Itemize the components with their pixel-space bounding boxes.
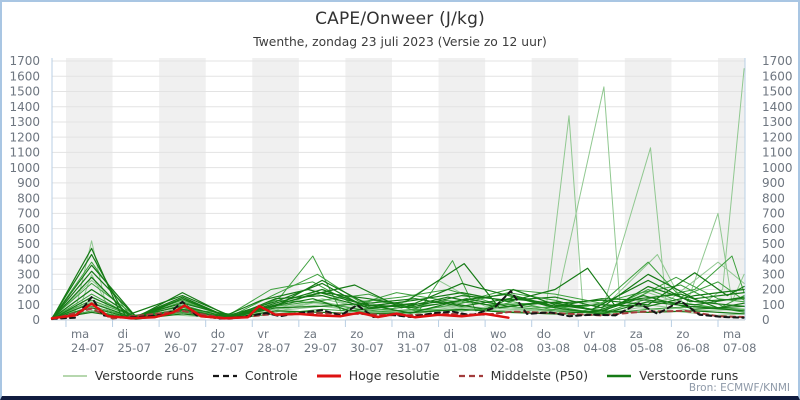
x-axis-weekday-label: wo <box>490 327 506 341</box>
legend-label: Middelste (P50) <box>490 368 589 383</box>
x-axis-weekday-label: ma <box>397 327 415 341</box>
y-axis-tick-label-left: 400 <box>17 252 40 266</box>
legend-item-controle-1: Controle <box>212 368 298 383</box>
chart-title: CAPE/Onweer (J/kg) <box>315 9 485 29</box>
x-axis-date-label: 02-08 <box>490 341 523 355</box>
x-axis-date-label: 31-07 <box>397 341 430 355</box>
y-axis-tick-label-left: 1600 <box>9 69 40 83</box>
y-axis-tick-label-left: 1000 <box>9 161 40 175</box>
x-axis-date-label: 04-08 <box>583 341 616 355</box>
y-axis-tick-label-left: 300 <box>17 267 40 281</box>
day-band <box>531 58 579 320</box>
legend-line-swatch <box>316 374 341 377</box>
day-band <box>345 58 392 320</box>
x-axis-weekday-label: di <box>444 327 455 341</box>
y-axis-tick-label-left: 200 <box>17 283 40 297</box>
legend-label: Verstoorde runs <box>94 368 194 383</box>
x-axis-date-label: 01-08 <box>444 341 477 355</box>
y-axis-tick-label-left: 1300 <box>9 115 40 129</box>
x-axis-date-label: 28-07 <box>257 341 290 355</box>
y-axis-tick-label-right: 200 <box>762 283 785 297</box>
x-axis-weekday-label: zo <box>350 327 363 341</box>
x-axis-date-label: 06-08 <box>676 341 709 355</box>
x-axis-weekday-label: di <box>118 327 129 341</box>
y-axis-tick-label-left: 500 <box>17 237 40 251</box>
y-axis-tick-label-right: 600 <box>762 222 785 236</box>
y-axis-tick-label-right: 1000 <box>762 161 793 175</box>
x-axis-weekday-label: wo <box>164 327 180 341</box>
legend-line-swatch <box>458 374 483 377</box>
x-axis-date-label: 03-08 <box>537 341 570 355</box>
day-band <box>252 58 299 320</box>
legend-item-verstoorde-runs-0: Verstoorde runs <box>62 368 194 383</box>
x-axis-weekday-label: ma <box>723 327 741 341</box>
x-axis-weekday-label: do <box>537 327 551 341</box>
y-axis-tick-label-left: 700 <box>17 207 40 221</box>
x-axis-date-label: 07-08 <box>723 341 756 355</box>
y-axis-tick-label-left: 600 <box>17 222 40 236</box>
legend-line-swatch <box>62 374 87 377</box>
ensemble-member-line <box>51 273 745 320</box>
legend-label: Controle <box>244 368 298 383</box>
x-axis-weekday-label: za <box>630 327 643 341</box>
y-axis-tick-label-left: 1700 <box>9 54 40 68</box>
y-axis-tick-label-right: 400 <box>762 252 785 266</box>
ensemble-member-line <box>51 261 745 320</box>
x-axis-weekday-label: zo <box>676 327 689 341</box>
legend-line-swatch <box>212 374 237 377</box>
y-axis-tick-label-right: 100 <box>762 298 785 312</box>
y-axis-tick-label-right: 1100 <box>762 146 793 160</box>
y-axis-tick-label-left: 0 <box>32 313 40 327</box>
y-axis-tick-label-right: 1300 <box>762 115 793 129</box>
y-axis-tick-label-left: 1400 <box>9 100 40 114</box>
x-axis-weekday-label: za <box>304 327 317 341</box>
x-axis-weekday-label: vr <box>257 327 269 341</box>
y-axis-tick-label-right: 1700 <box>762 54 793 68</box>
x-axis-weekday-label: do <box>211 327 225 341</box>
y-axis-tick-label-right: 1400 <box>762 100 793 114</box>
x-axis-weekday-label: vr <box>583 327 595 341</box>
y-axis-tick-label-right: 900 <box>762 176 785 190</box>
day-band <box>438 58 486 320</box>
ensemble-member-line <box>51 264 745 320</box>
legend-item-hoge-resolutie-2: Hoge resolutie <box>316 368 440 383</box>
x-axis-date-label: 25-07 <box>118 341 151 355</box>
legend-label: Verstoorde runs <box>639 368 739 383</box>
ensemble-member-line <box>51 272 745 320</box>
high-resolution-line <box>50 302 510 320</box>
y-axis-tick-label-left: 1100 <box>9 146 40 160</box>
source-credit: Bron: ECMWF/KNMI <box>688 382 790 394</box>
y-axis-tick-label-left: 800 <box>17 191 40 205</box>
y-axis-tick-label-left: 1200 <box>9 130 40 144</box>
y-axis-tick-label-right: 700 <box>762 207 785 221</box>
day-band <box>65 58 113 320</box>
legend-item-middelste-p50--3: Middelste (P50) <box>458 368 589 383</box>
y-axis-tick-label-right: 500 <box>762 237 785 251</box>
x-axis-date-label: 24-07 <box>71 341 104 355</box>
chart-subtitle: Twenthe, zondag 23 juli 2023 (Versie zo … <box>253 35 547 49</box>
x-axis-weekday-label: ma <box>71 327 89 341</box>
legend-item-verstoorde-runs-4: Verstoorde runs <box>606 368 738 383</box>
legend-label: Hoge resolutie <box>348 368 440 383</box>
y-axis-tick-label-right: 300 <box>762 267 785 281</box>
x-axis-date-label: 27-07 <box>211 341 244 355</box>
y-axis-tick-label-right: 1500 <box>762 85 793 99</box>
x-axis-date-label: 05-08 <box>630 341 663 355</box>
x-axis-date-label: 26-07 <box>164 341 197 355</box>
y-axis-tick-label-left: 100 <box>17 298 40 312</box>
x-axis-date-label: 30-07 <box>350 341 383 355</box>
y-axis-tick-label-left: 900 <box>17 176 40 190</box>
day-band <box>159 58 206 320</box>
x-axis-date-label: 29-07 <box>304 341 337 355</box>
y-axis-tick-label-right: 1200 <box>762 130 793 144</box>
y-axis-tick-label-right: 800 <box>762 191 785 205</box>
y-axis-tick-label-right: 1600 <box>762 69 793 83</box>
y-axis-tick-label-right: 0 <box>762 313 770 327</box>
y-axis-tick-label-left: 1500 <box>9 85 40 99</box>
legend: Verstoorde runs Controle Hoge resolutie Mid… <box>2 368 798 383</box>
legend-line-swatch <box>607 374 632 377</box>
